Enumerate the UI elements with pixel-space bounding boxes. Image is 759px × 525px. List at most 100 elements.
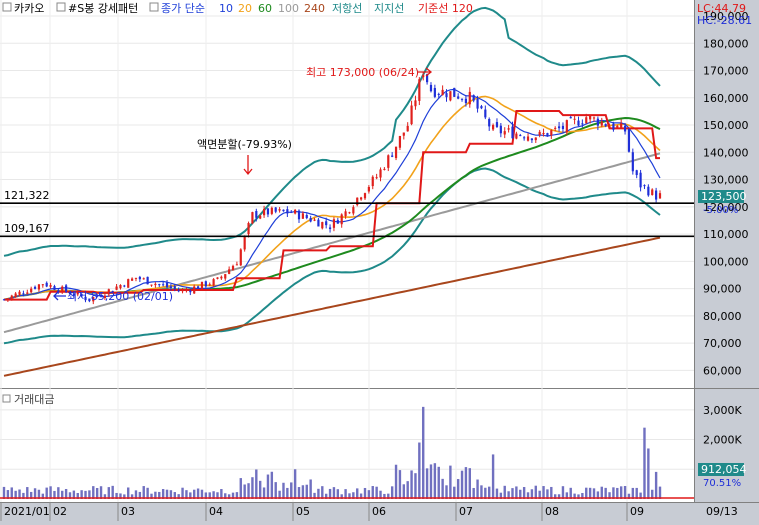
- price-tick-label: 110,000: [703, 228, 749, 241]
- candle-body: [561, 125, 565, 130]
- candle-body: [394, 146, 398, 159]
- candle-body: [10, 295, 13, 299]
- pattern-box-icon[interactable]: [56, 2, 66, 12]
- candle-body: [480, 106, 483, 109]
- volume-bar: [220, 489, 223, 499]
- candle-body: [111, 290, 114, 292]
- volume-bar: [371, 486, 374, 499]
- volume-bar: [80, 490, 83, 499]
- volume-bar: [239, 478, 242, 499]
- volume-bar: [588, 487, 592, 499]
- candle-body: [406, 125, 409, 132]
- candle-body: [138, 276, 141, 280]
- candle-body: [2, 299, 6, 301]
- volume-bar: [45, 487, 48, 499]
- ma100-line: [3, 152, 661, 334]
- volume-bar: [282, 482, 285, 499]
- candle-body: [294, 209, 297, 214]
- ma-box-icon[interactable]: [149, 2, 159, 12]
- volume-bar: [189, 492, 192, 499]
- volume-bar: [293, 469, 297, 499]
- candle-body: [565, 120, 568, 133]
- volume-bar: [507, 491, 510, 499]
- candle-body: [274, 207, 277, 212]
- volume-bar: [515, 486, 518, 499]
- candle-body: [596, 118, 599, 126]
- candle-body: [491, 125, 495, 130]
- candle-body: [356, 197, 359, 205]
- volume-bar: [57, 487, 60, 499]
- candle-body: [523, 137, 526, 139]
- candle-body: [61, 286, 64, 293]
- candle-body: [235, 264, 238, 266]
- volume-bar: [200, 489, 204, 499]
- volume-bar: [270, 471, 274, 499]
- volume-bar: [643, 427, 646, 499]
- candle-body: [162, 284, 165, 286]
- date-axis: [0, 502, 759, 521]
- candle-body: [530, 138, 534, 141]
- last-price-value: 123,500: [701, 190, 747, 203]
- volume-bar: [169, 490, 173, 499]
- volume-bar: [305, 484, 308, 499]
- candle-body: [251, 212, 254, 224]
- candle-body: [534, 137, 537, 141]
- candle-body: [313, 219, 316, 221]
- candle-body: [635, 170, 638, 176]
- candle-body: [608, 126, 611, 128]
- candle-body: [196, 286, 200, 289]
- stock-name[interactable]: 카카오: [14, 2, 44, 15]
- candle-body: [589, 115, 592, 120]
- volume-bar: [286, 487, 289, 499]
- volume-bar: [581, 493, 584, 499]
- candle-body: [146, 276, 149, 285]
- candle-body: [519, 135, 522, 137]
- volume-box-icon[interactable]: [2, 394, 11, 403]
- header-box-icon[interactable]: [2, 2, 12, 12]
- price-tick-label: 120,000: [703, 201, 749, 214]
- volume-panel[interactable]: [0, 389, 694, 502]
- volume-bar: [127, 487, 130, 499]
- candle-body: [130, 278, 134, 281]
- candle-body: [363, 193, 367, 199]
- volume-bar: [22, 492, 25, 499]
- price-tick-label: 150,000: [703, 119, 749, 132]
- candle-body: [623, 125, 627, 132]
- price-panel[interactable]: [0, 0, 694, 388]
- candle-body: [30, 288, 33, 293]
- axis-ticks: 190,000 180,000 170,000 160,000 150,000 140,0…: [4, 10, 749, 518]
- volume-bar: [332, 487, 336, 499]
- candle-body: [526, 136, 530, 141]
- volume-bar: [235, 492, 239, 499]
- volume-bar: [573, 493, 576, 499]
- ma240-line: [3, 236, 661, 377]
- volume-bar: [224, 493, 227, 499]
- support-label: 지지선: [374, 2, 404, 15]
- volume-bar: [542, 486, 545, 499]
- price-tick-label: 130,000: [703, 174, 749, 187]
- volume-bar: [313, 492, 316, 499]
- volume-bar: [14, 490, 17, 499]
- date-tick-label: 08: [545, 505, 559, 518]
- volume-bar: [352, 492, 355, 499]
- candle-body: [6, 298, 9, 300]
- volume-tick-label: 2,000K: [703, 434, 742, 447]
- candle-body: [158, 284, 161, 286]
- candle-body: [422, 75, 425, 78]
- pattern-name[interactable]: #S봉 강세패턴: [68, 2, 138, 15]
- date-tick-label: 03: [121, 505, 135, 518]
- volume-bar: [227, 494, 231, 499]
- indicator-lines: [3, 6, 661, 377]
- candle-body: [453, 87, 456, 97]
- volume-bar: [363, 487, 367, 499]
- volume-bar: [336, 489, 340, 499]
- volume-bar: [538, 490, 541, 499]
- volume-bar: [592, 488, 596, 499]
- candle-body: [449, 91, 452, 101]
- horizontal-lines: [0, 202, 694, 238]
- volume-bar: [394, 464, 398, 499]
- volume-bar: [138, 491, 142, 499]
- candle-body: [495, 122, 499, 127]
- candle-body: [45, 282, 48, 287]
